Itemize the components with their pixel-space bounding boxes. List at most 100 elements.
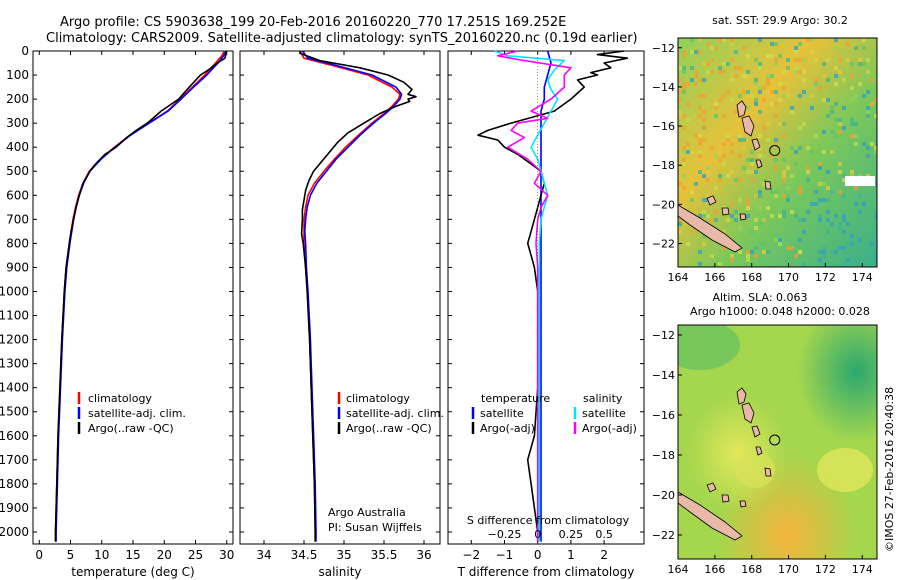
- sst-pixel: [806, 166, 810, 170]
- sst-pixel: [830, 250, 834, 254]
- sst-pixel: [762, 242, 766, 246]
- vanuatu-island-1: [736, 100, 747, 118]
- sst-pixel: [810, 50, 814, 54]
- sst-pixel: [686, 150, 690, 154]
- sla-map-title-line1: Altim. SLA: 0.063: [712, 291, 807, 304]
- salinity-panel: 34 34.5 35 35.5 36 salinity climatology sate…: [239, 50, 444, 579]
- s-diff-tick-label: 0.25: [559, 528, 584, 541]
- sst-pixel: [790, 246, 794, 250]
- sst-pixel: [834, 214, 838, 218]
- sst-pixel: [774, 166, 778, 170]
- sst-pixel: [718, 262, 722, 266]
- sst-pixel: [726, 218, 730, 222]
- sst-pixel: [730, 170, 734, 174]
- sst-pixel: [830, 130, 834, 134]
- sst-pixel: [698, 114, 702, 118]
- sst-pixel: [838, 130, 842, 134]
- sst-pixel: [790, 110, 794, 114]
- sst-pixel: [718, 158, 722, 162]
- sst-pixel: [834, 66, 838, 70]
- sst-pixel: [710, 146, 714, 150]
- sst-pixel: [702, 126, 706, 130]
- sst-pixel: [842, 214, 846, 218]
- sst-pixel: [722, 114, 726, 118]
- sst-pixel: [686, 118, 690, 122]
- sst-pixel: [822, 74, 826, 78]
- sst-pixel: [718, 174, 722, 178]
- series-argo-raw-qc: [299, 51, 417, 542]
- sst-pixel: [822, 254, 826, 258]
- sst-pixel: [762, 126, 766, 130]
- sst-pixel: [838, 122, 842, 126]
- sst-pixel: [778, 98, 782, 102]
- sst-pixel: [710, 46, 714, 50]
- sst-pixel: [858, 82, 862, 86]
- sst-pixel: [854, 142, 858, 146]
- sst-pixel: [802, 218, 806, 222]
- sst-pixel: [870, 102, 874, 106]
- sla-map-title-line2: Argo h1000: 0.048 h2000: 0.028: [690, 305, 870, 318]
- sla-blob-yellow-east: [817, 448, 873, 492]
- sst-pixel: [746, 94, 750, 98]
- sst-pixel: [850, 118, 854, 122]
- sst-pixel: [702, 110, 706, 114]
- sst-map-frame: [677, 37, 878, 268]
- sst-pixel: [678, 66, 682, 70]
- sst-pixel: [754, 254, 758, 258]
- sst-pixel: [786, 246, 790, 250]
- map-x-tick-label: 174: [852, 271, 873, 284]
- sst-pixel: [694, 182, 698, 186]
- sst-pixel: [806, 178, 810, 182]
- header-line1: Argo profile: CS 5903638_199 20-Feb-2016…: [60, 15, 566, 30]
- sst-pixel: [846, 42, 850, 46]
- sst-pixel: [838, 178, 842, 182]
- sst-pixel: [802, 70, 806, 74]
- sst-pixel: [766, 250, 770, 254]
- sst-pixel: [798, 138, 802, 142]
- sst-pixel: [778, 238, 782, 242]
- difference-axes: [447, 50, 645, 545]
- sst-pixel: [722, 94, 726, 98]
- map-y-tick-label: −22: [652, 238, 675, 251]
- sst-pixel: [734, 74, 738, 78]
- sst-pixel: [782, 214, 786, 218]
- sst-pixel: [702, 214, 706, 218]
- sst-pixel: [754, 58, 758, 62]
- sst-pixel: [854, 202, 858, 206]
- sst-map-title: sat. SST: 29.9 Argo: 30.2: [712, 14, 848, 27]
- sst-pixel: [734, 218, 738, 222]
- sst-pixel: [698, 262, 702, 266]
- sst-pixel: [842, 218, 846, 222]
- sst-pixel: [722, 142, 726, 146]
- sst-pixel: [758, 242, 762, 246]
- sst-pixel: [826, 210, 830, 214]
- vanuatu-island-5: [764, 467, 772, 477]
- sst-pixel: [690, 190, 694, 194]
- sst-map-axis-ticks: 164 166 168 170 172 174 −12 −14 −16 −18 −20 −22: [652, 42, 873, 284]
- sst-pixel: [774, 90, 778, 94]
- sst-pixel: [682, 54, 686, 58]
- sst-pixel: [730, 42, 734, 46]
- sst-pixel: [746, 158, 750, 162]
- sst-pixel: [798, 94, 802, 98]
- sst-pixel: [754, 194, 758, 198]
- sst-pixel: [842, 178, 846, 182]
- sst-pixel: [842, 78, 846, 82]
- depth-tick-label: 600: [6, 188, 29, 202]
- sst-pixel: [842, 126, 846, 130]
- sst-pixel: [822, 150, 826, 154]
- sst-pixel: [722, 174, 726, 178]
- sst-pixel: [678, 114, 682, 118]
- sst-pixel: [858, 210, 862, 214]
- sst-pixel: [810, 202, 814, 206]
- sst-pixel: [850, 74, 854, 78]
- sst-pixel: [782, 86, 786, 90]
- x-tick-label: −2: [462, 548, 480, 562]
- sst-pixel: [818, 198, 822, 202]
- sst-pixel: [762, 250, 766, 254]
- sst-pixel: [802, 230, 806, 234]
- sst-pixel: [754, 218, 758, 222]
- legend-salinity-title: salinity: [583, 392, 623, 405]
- sst-pixel: [834, 82, 838, 86]
- sst-pixel: [866, 70, 870, 74]
